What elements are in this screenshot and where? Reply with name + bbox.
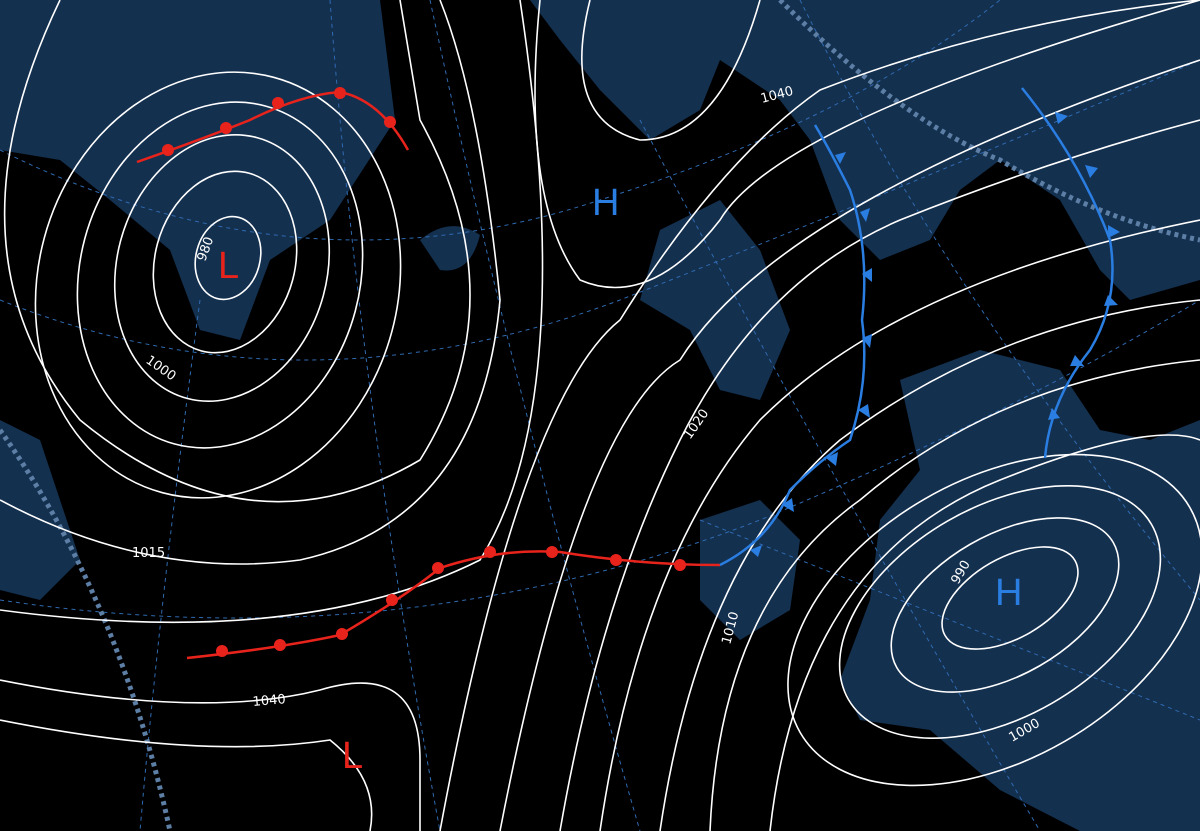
cold-front bbox=[1021, 87, 1120, 459]
pressure-centers: L H H L bbox=[218, 182, 1022, 777]
isobar-label: 1015 bbox=[132, 546, 165, 561]
isobar-label: 1040 bbox=[252, 692, 286, 710]
cold-front bbox=[719, 124, 872, 567]
warm-front bbox=[136, 87, 410, 164]
high-pressure-label: H bbox=[995, 572, 1022, 614]
warm-front bbox=[186, 546, 721, 660]
low-pressure-label: L bbox=[218, 245, 239, 287]
low-pressure-label: L bbox=[342, 735, 363, 777]
fronts bbox=[136, 87, 1120, 660]
high-pressure-label: H bbox=[592, 182, 619, 224]
